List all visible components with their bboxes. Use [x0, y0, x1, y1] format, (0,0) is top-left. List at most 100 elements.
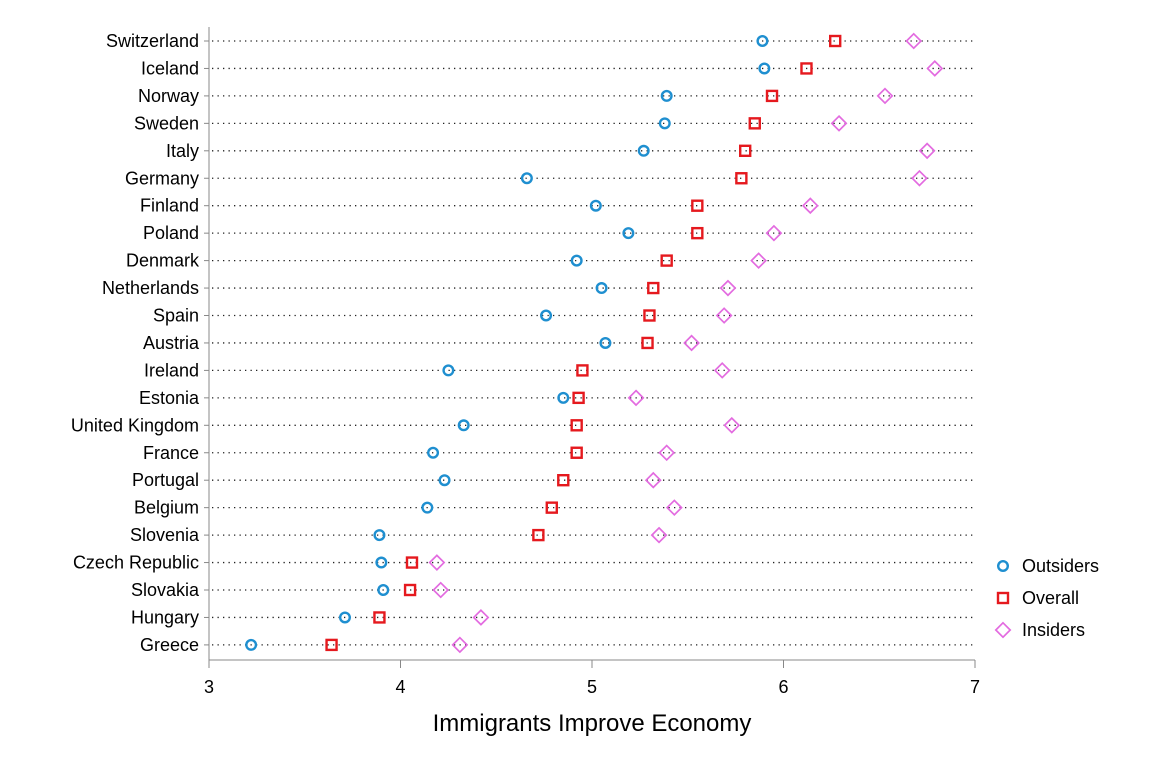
legend-overall-label: Overall — [1022, 588, 1079, 608]
category-label: Germany — [125, 168, 199, 188]
outsiders-point — [520, 172, 533, 185]
overall-point — [572, 391, 585, 405]
category-label: Hungary — [131, 607, 199, 627]
legend-insiders-marker — [994, 621, 1012, 639]
overall-point — [739, 144, 752, 158]
outsiders-point — [570, 254, 583, 267]
x-tick-label: 3 — [204, 677, 214, 697]
insiders-point — [713, 361, 731, 379]
outsiders-point — [595, 282, 608, 295]
legend-overall-marker — [996, 591, 1010, 605]
overall-point — [557, 474, 570, 487]
x-tick-label: 6 — [778, 677, 788, 697]
insiders-point — [918, 142, 936, 160]
overall-point — [748, 117, 761, 130]
outsiders-point — [622, 227, 635, 240]
insiders-point — [719, 279, 737, 297]
category-label: Slovenia — [130, 525, 200, 545]
overall-point — [647, 281, 660, 295]
category-label: Austria — [143, 333, 200, 353]
insiders-point — [765, 224, 783, 242]
insiders-point — [432, 581, 450, 599]
outsiders-point — [756, 35, 769, 48]
overall-point — [576, 364, 589, 377]
insiders-point — [715, 307, 733, 324]
category-label: Finland — [140, 196, 199, 216]
insiders-point — [723, 416, 741, 434]
insiders-point — [451, 636, 469, 654]
category-label: Sweden — [134, 113, 199, 133]
insiders-point — [665, 499, 683, 517]
overall-point — [325, 638, 338, 652]
category-label: Greece — [140, 635, 199, 655]
category-label: Denmark — [126, 251, 200, 271]
outsiders-point — [442, 364, 455, 377]
x-tick-label: 4 — [395, 677, 405, 697]
overall-point — [800, 62, 813, 75]
overall-point — [641, 336, 654, 350]
overall-point — [532, 528, 545, 542]
overall-point — [405, 556, 419, 569]
data-points — [245, 32, 944, 654]
overall-point — [691, 199, 704, 212]
category-label: Poland — [143, 223, 199, 243]
insiders-point — [472, 609, 490, 626]
outsiders-point — [421, 501, 434, 514]
legend: Outsiders Overall Insiders — [994, 556, 1099, 640]
legend-outsiders-label: Outsiders — [1022, 556, 1099, 576]
x-axis-title: Immigrants Improve Economy — [433, 710, 752, 737]
overall-point — [373, 611, 386, 624]
category-label: Slovakia — [131, 580, 200, 600]
overall-point — [660, 254, 673, 267]
outsiders-point — [377, 584, 390, 597]
category-label: Belgium — [134, 498, 199, 518]
outsiders-point — [637, 144, 650, 157]
insiders-point — [428, 554, 446, 571]
row-guide-lines — [204, 40, 975, 646]
overall-point — [570, 419, 583, 432]
category-label: Switzerland — [106, 31, 199, 51]
insiders-point — [658, 444, 676, 462]
overall-point — [765, 89, 779, 103]
insiders-point — [750, 252, 768, 270]
x-tick-label: 7 — [970, 677, 980, 697]
outsiders-point — [599, 336, 612, 349]
overall-point — [735, 172, 748, 185]
outsiders-point — [373, 529, 386, 542]
category-label: Portugal — [132, 470, 199, 490]
category-label: Netherlands — [102, 278, 199, 298]
insiders-point — [830, 114, 848, 132]
overall-point — [691, 226, 704, 240]
legend-outsiders-marker — [997, 560, 1010, 573]
outsiders-point — [658, 117, 671, 130]
outsiders-point — [540, 309, 553, 322]
insiders-point — [683, 334, 700, 352]
category-label: Norway — [138, 86, 199, 106]
outsiders-point — [245, 638, 258, 651]
outsiders-point — [660, 89, 673, 102]
legend-insiders-label: Insiders — [1022, 620, 1085, 640]
category-labels: Switzerland Iceland Norway Sweden Italy Germa… — [71, 31, 200, 655]
outsiders-point — [375, 556, 388, 569]
overall-point — [545, 501, 558, 514]
outsiders-point — [427, 446, 440, 459]
category-label: Italy — [166, 141, 199, 161]
insiders-point — [876, 87, 894, 105]
category-label: Czech Republic — [73, 553, 199, 573]
category-label: Spain — [153, 306, 199, 326]
category-label: Iceland — [141, 58, 199, 78]
insiders-point — [644, 471, 662, 489]
insiders-point — [801, 197, 819, 215]
category-label: United Kingdom — [71, 415, 199, 435]
overall-point — [643, 309, 656, 322]
overall-point — [570, 446, 583, 459]
outsiders-point — [589, 199, 602, 212]
insiders-point — [650, 526, 668, 544]
outsiders-point — [438, 474, 451, 487]
outsiders-point — [557, 391, 570, 404]
outsiders-point — [758, 62, 771, 75]
overall-point — [829, 34, 842, 48]
overall-point — [403, 583, 417, 597]
insiders-point — [905, 32, 923, 50]
